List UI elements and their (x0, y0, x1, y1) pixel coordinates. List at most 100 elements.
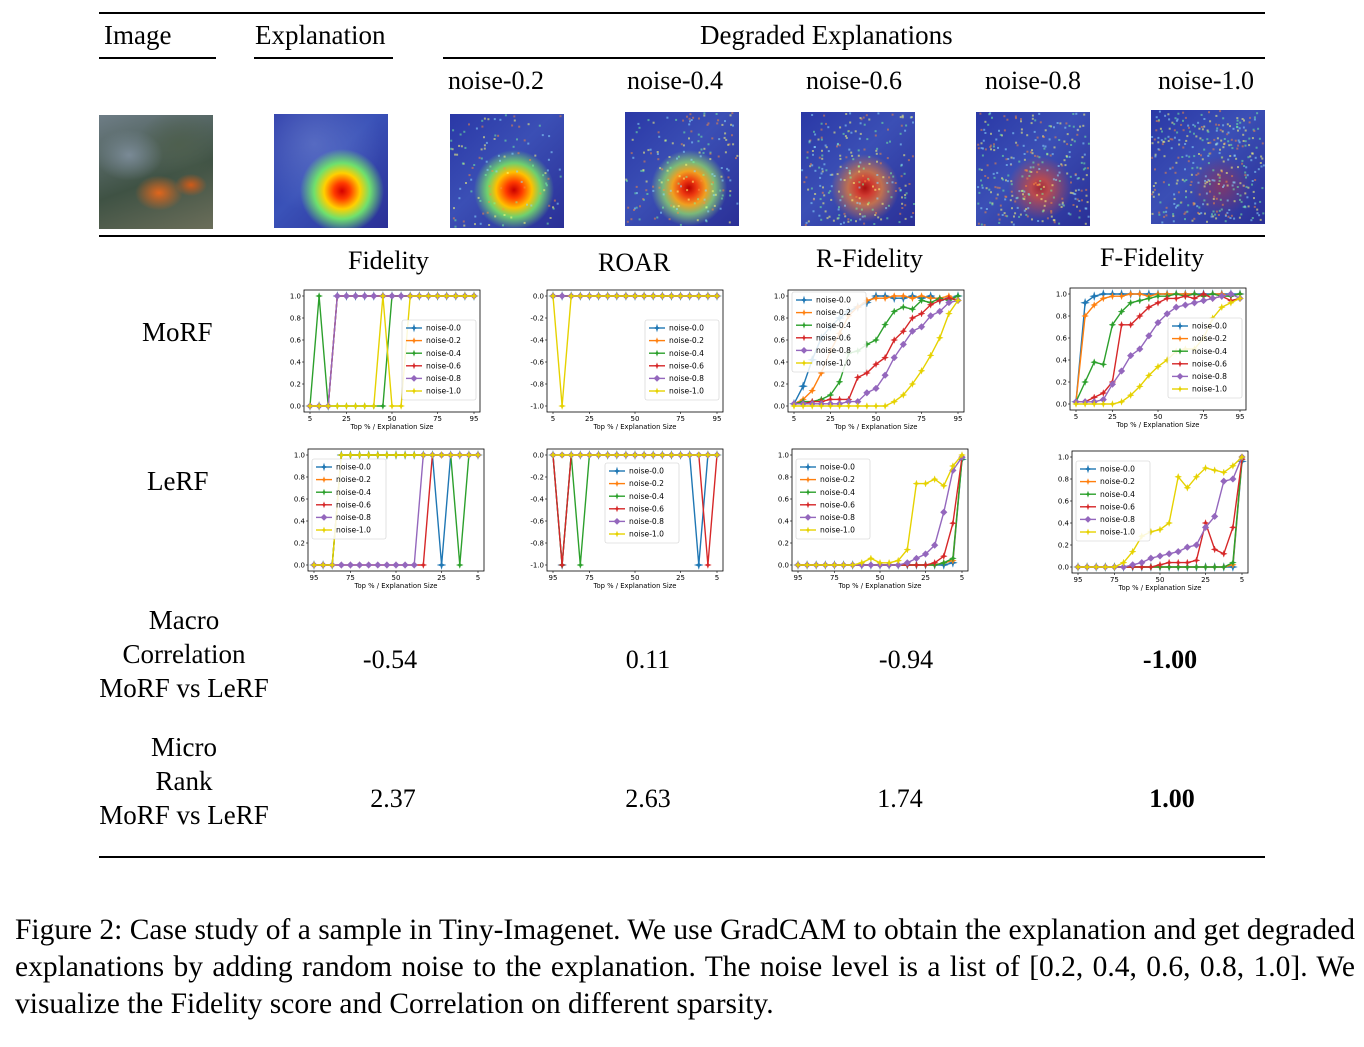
legend-entry: noise-0.6 (629, 504, 664, 513)
y-tick-label: 0.2 (294, 540, 305, 548)
y-tick-label: 0.8 (778, 474, 789, 482)
y-tick-label: -1.0 (530, 403, 544, 411)
plot-r-fidelity-morf: 0.0 0.2 0.4 0.6 0.8 1.0 5 25 50 75 95 Top % / Expla… (768, 284, 968, 432)
legend-entry: noise-0.0 (669, 324, 704, 333)
macro-value-roar: 0.11 (625, 645, 671, 674)
data-point (872, 294, 880, 303)
x-axis-label: Top % / Explanation Size (838, 582, 922, 590)
degraded-noise-0.4 (625, 112, 739, 226)
data-point (1126, 290, 1135, 298)
data-point (1174, 472, 1183, 481)
data-point (640, 451, 648, 459)
data-point (558, 561, 566, 569)
micro-line-2: Rank (155, 766, 213, 796)
legend-marker (804, 526, 812, 534)
data-point (1154, 298, 1162, 307)
data-point (1089, 291, 1100, 302)
data-point (1145, 371, 1153, 380)
header-explanation: Explanation (255, 20, 386, 50)
data-point (881, 320, 889, 329)
data-point (685, 292, 694, 300)
data-point (474, 451, 482, 459)
data-point (446, 451, 455, 459)
micro-line-1: Micro (151, 732, 217, 762)
legend-marker (409, 323, 419, 333)
data-point (1165, 519, 1173, 527)
data-point (949, 462, 957, 470)
data-point (872, 384, 880, 393)
data-point (908, 294, 917, 303)
data-point (1172, 294, 1181, 303)
data-point (885, 558, 893, 567)
data-point (328, 561, 337, 569)
degraded-noise-0.8 (976, 112, 1090, 226)
data-point (392, 561, 400, 569)
data-point (693, 560, 704, 570)
legend-entry: noise-0.2 (669, 336, 704, 345)
legend-marker (804, 501, 812, 509)
y-tick-label: 1.0 (290, 293, 301, 301)
legend-marker (1084, 503, 1092, 511)
data-point (594, 292, 603, 300)
legend-entry: noise-0.2 (820, 475, 855, 484)
data-point (949, 554, 957, 563)
data-point (844, 402, 853, 410)
noise-texture (977, 112, 1090, 226)
line-chart: 0.0 -0.2 -0.4 -0.6 -0.8 -1.0 5 25 50 75 95 Top % / … (530, 289, 724, 431)
line-chart: 0.0 0.2 0.4 0.6 0.8 1.0 5 25 50 75 95 Top % / Expla… (1056, 287, 1247, 429)
data-point (461, 292, 469, 300)
data-point (912, 561, 921, 569)
data-point (1101, 563, 1110, 571)
x-axis-label: Top % / Explanation Size (593, 582, 677, 590)
data-point (1227, 298, 1235, 307)
y-tick-label: 1.0 (778, 452, 789, 460)
legend-entry: noise-0.8 (426, 374, 461, 383)
y-tick-label: -1.0 (530, 562, 544, 570)
y-tick-label: 0.0 (1058, 564, 1069, 572)
data-point (360, 402, 369, 410)
data-point (1210, 545, 1219, 554)
row-label-morf: MoRF (142, 317, 213, 347)
legend-marker (1175, 321, 1185, 331)
x-axis-label: Top % / Explanation Size (1116, 421, 1200, 429)
macro-line-2: Correlation (122, 639, 246, 669)
data-point (1172, 303, 1180, 311)
y-tick-label: -0.2 (530, 315, 544, 323)
data-point (594, 451, 603, 459)
data-point (379, 402, 387, 410)
legend-marker (653, 349, 661, 357)
data-point (401, 451, 409, 459)
legend-marker (653, 337, 661, 344)
data-point (1209, 294, 1217, 303)
plot-r-fidelity-lerf: 0.0 0.2 0.4 0.6 0.8 1.0 95 75 50 25 5 Top % / Expla… (772, 443, 972, 591)
degraded-noise-0.2 (450, 114, 564, 228)
data-point (1227, 290, 1235, 298)
data-point (890, 397, 899, 406)
data-point (612, 292, 621, 300)
data-point (649, 292, 658, 300)
legend-marker (320, 488, 328, 496)
legend-entry: noise-0.8 (1192, 372, 1227, 381)
data-point (939, 481, 948, 490)
legend-marker (320, 476, 328, 483)
legend-entry: noise-0.4 (629, 492, 664, 501)
x-tick-label: 95 (549, 574, 558, 582)
data-point (921, 479, 930, 488)
data-point (379, 292, 387, 300)
data-point (881, 353, 889, 362)
line-chart: 0.0 0.2 0.4 0.6 0.8 1.0 5 25 50 75 95 Top % / Expla… (774, 289, 965, 431)
data-point (876, 558, 884, 567)
data-point (342, 402, 351, 410)
data-point (863, 369, 871, 377)
data-point (392, 451, 400, 459)
data-point (1156, 525, 1164, 534)
y-tick-label: -0.4 (530, 337, 544, 345)
legend-entry: noise-0.8 (816, 346, 851, 355)
data-point (1126, 298, 1135, 307)
data-point (428, 451, 437, 459)
data-point (397, 292, 405, 300)
data-point (370, 292, 378, 300)
metric-title-r-fidelity: R-Fidelity (816, 244, 923, 273)
x-tick-label: 95 (954, 415, 963, 423)
data-point (433, 292, 442, 300)
